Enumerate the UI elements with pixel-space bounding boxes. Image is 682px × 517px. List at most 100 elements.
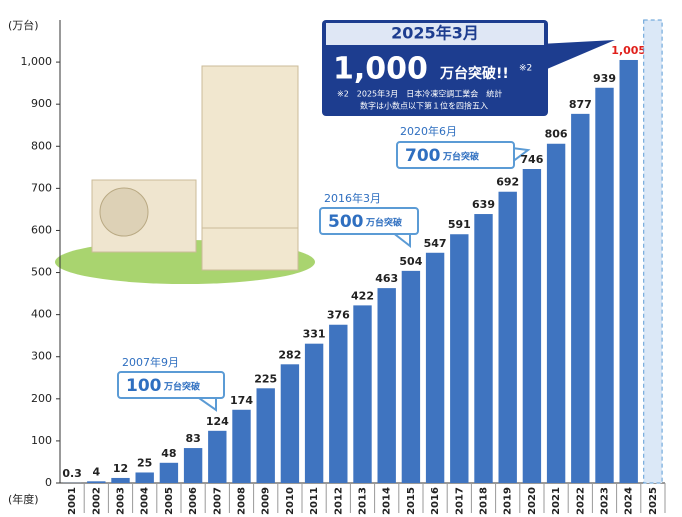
x-tick-label: 2001: [67, 487, 78, 515]
y-tick-label: 0: [45, 476, 52, 489]
headline-mark: ※2: [519, 64, 532, 74]
bar: [159, 462, 179, 483]
annotation-date: 2007年9月: [122, 355, 179, 369]
annotation-date: 2016年3月: [324, 191, 381, 205]
annotation-unit: 万台突破: [365, 217, 403, 229]
annotation: 2020年6月 700 万台突破: [396, 124, 531, 169]
x-tick-label: 2021: [551, 487, 562, 515]
x-tick-label: 2024: [624, 487, 635, 515]
x-tick-label: 2018: [479, 487, 490, 515]
x-tick-label: 2023: [600, 487, 611, 515]
bar: [208, 430, 227, 483]
y-tick-label: 900: [31, 97, 52, 110]
bar: [87, 481, 106, 483]
bar: [595, 87, 614, 484]
value-label: 422: [351, 289, 374, 302]
headline-callout: 2025年3月 1,000 万台突破!! ※2 ※2 2025年3月 日本冷凍空…: [322, 20, 615, 116]
headline-date: 2025年3月: [391, 24, 479, 43]
value-label: 692: [496, 176, 519, 189]
value-label: 591: [448, 218, 471, 231]
x-tick-label: 2012: [333, 487, 344, 515]
bar: [425, 252, 445, 483]
annotation: 2016年3月 500 万台突破: [319, 191, 419, 249]
value-label: 376: [327, 309, 350, 322]
bar: [304, 343, 324, 483]
bar: [450, 234, 469, 483]
x-tick-label: 2006: [188, 487, 199, 515]
bar: [280, 364, 300, 483]
value-label: 282: [278, 348, 301, 361]
value-label: 48: [161, 447, 176, 460]
value-label: 877: [569, 98, 592, 111]
x-tick-label: 2025: [648, 487, 659, 515]
bar: [522, 169, 542, 483]
value-label: 806: [545, 128, 568, 141]
y-tick-label: 200: [31, 392, 52, 405]
x-tick-label: 2010: [285, 487, 296, 515]
annotation-value: 100: [126, 376, 162, 396]
x-tick-label: 2016: [430, 487, 441, 515]
value-label: 331: [303, 328, 326, 341]
annotation-value: 700: [405, 146, 441, 166]
value-label: 639: [472, 198, 495, 211]
x-tick-label: 2022: [575, 487, 586, 515]
x-tick-label: 2005: [164, 487, 175, 515]
bar: [111, 477, 130, 483]
bar: [232, 409, 251, 483]
bar: [183, 448, 203, 483]
bar: [353, 305, 372, 483]
y-tick-label: 800: [31, 139, 52, 152]
value-label: 4: [92, 465, 100, 478]
value-label: 1,005: [611, 44, 646, 57]
headline-note: 数字は小数点以下第１位を四捨五入: [360, 101, 488, 111]
headline-unit: 万台突破!!: [439, 65, 509, 82]
x-tick-label: 2004: [140, 487, 151, 515]
annotation-value: 500: [328, 212, 364, 232]
bar: [546, 143, 566, 484]
annotation-unit: 万台突破: [163, 381, 201, 393]
value-label: 25: [137, 456, 152, 469]
value-label: 83: [185, 432, 200, 445]
value-label: 174: [230, 394, 253, 407]
y-tick-label: 1,000: [21, 55, 53, 68]
x-tick-label: 2003: [116, 487, 127, 515]
headline-value: 1,000: [333, 52, 428, 87]
x-tick-label: 2007: [212, 487, 223, 515]
x-tick-label: 2008: [237, 487, 248, 515]
value-label: 0.3: [62, 467, 82, 480]
annotation-date: 2020年6月: [400, 124, 457, 138]
annotation-unit: 万台突破: [442, 151, 480, 163]
bar: [571, 113, 590, 483]
x-tick-label: 2009: [261, 487, 272, 515]
y-tick-label: 500: [31, 266, 52, 279]
x-tick-label: 2020: [527, 487, 538, 515]
illustration: [55, 65, 315, 284]
bar: [474, 214, 493, 483]
value-label: 504: [399, 255, 422, 268]
y-axis-label: (万台): [8, 18, 39, 32]
bar: [401, 270, 421, 483]
y-tick-label: 400: [31, 308, 52, 321]
x-tick-label: 2002: [91, 487, 102, 515]
y-tick-label: 300: [31, 350, 52, 363]
y-tick-label: 600: [31, 223, 52, 236]
x-tick-label: 2015: [406, 487, 417, 515]
x-tick-label: 2019: [503, 487, 514, 515]
x-axis-label: (年度): [8, 492, 39, 506]
bar: [619, 59, 638, 484]
bar: [498, 191, 517, 484]
projection-bar: [643, 19, 663, 484]
value-label: 124: [206, 415, 229, 428]
value-label: 939: [593, 72, 616, 85]
bar: [329, 324, 348, 483]
value-label: 746: [520, 153, 543, 166]
y-tick-label: 700: [31, 181, 52, 194]
bar: [377, 288, 396, 483]
bar: [256, 388, 275, 483]
value-label: 12: [113, 462, 128, 475]
headline-note: ※2 2025年3月 日本冷凍空調工業会 統計: [337, 89, 502, 99]
value-label: 547: [424, 237, 447, 250]
y-tick-label: 100: [31, 434, 52, 447]
annotation: 2007年9月 100 万台突破: [117, 355, 225, 412]
